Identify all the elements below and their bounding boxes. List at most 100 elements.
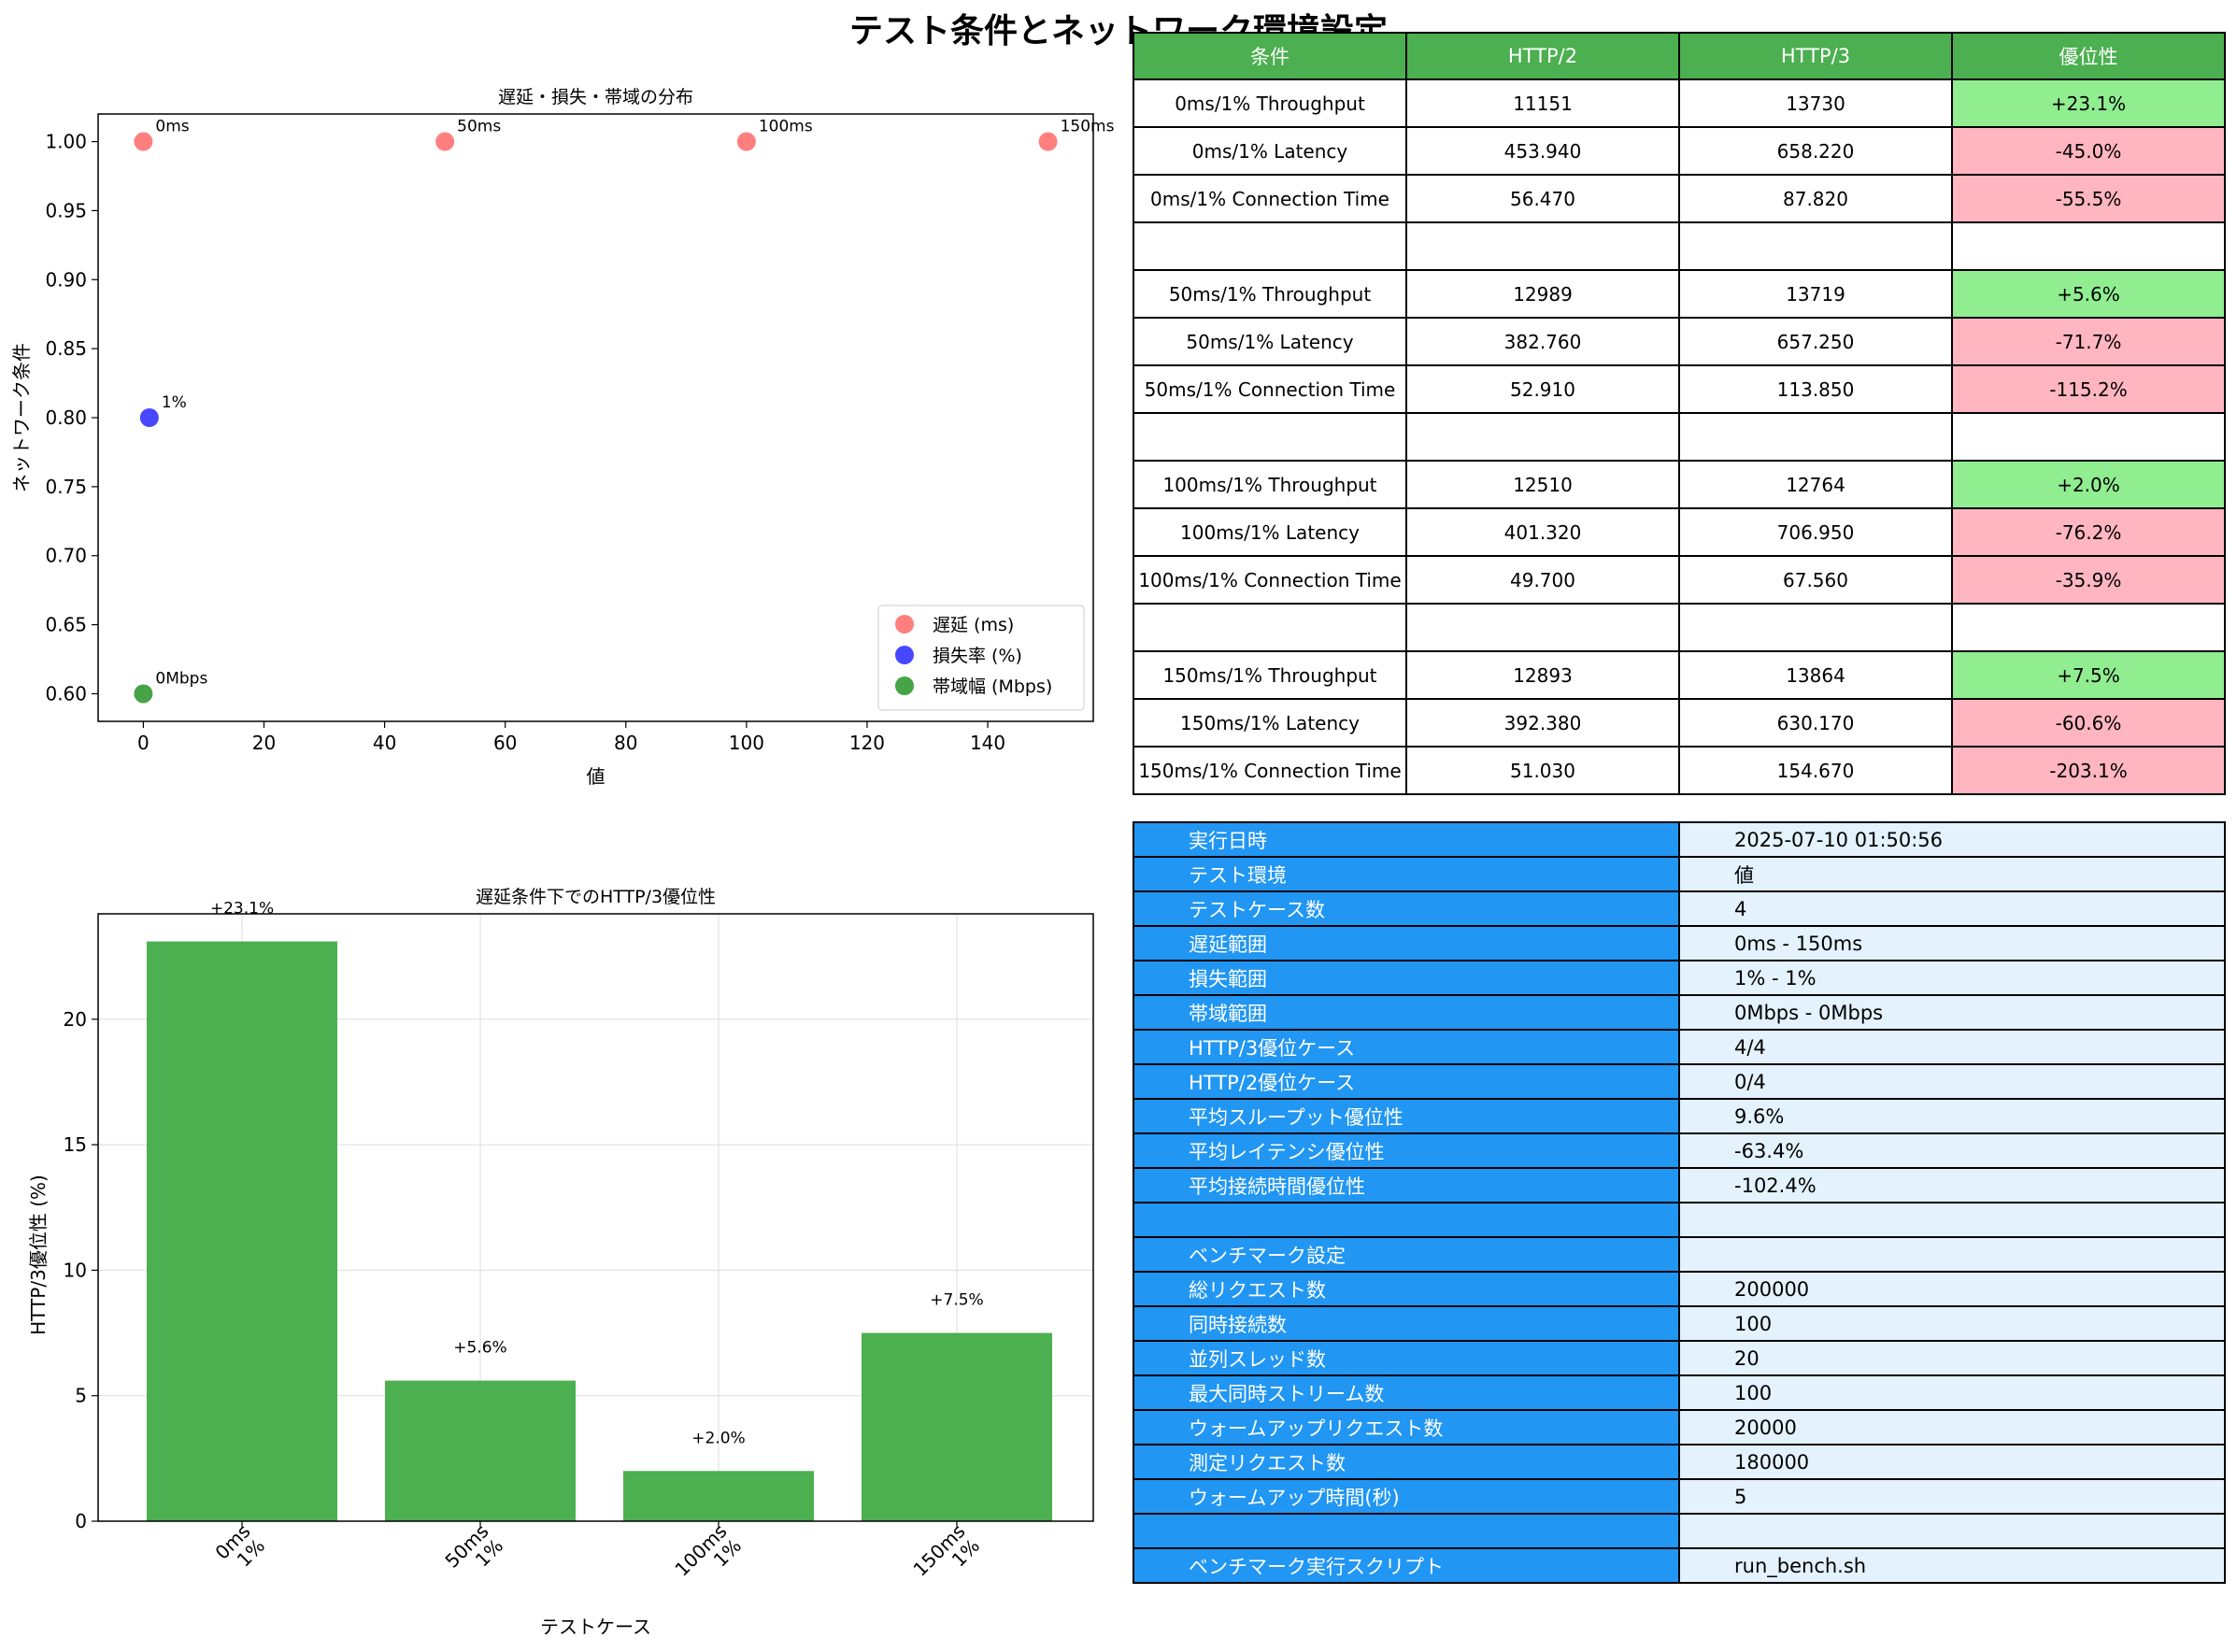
- info-value: 9.6%: [1678, 1098, 2226, 1134]
- table-cell: 706.950: [1678, 507, 1953, 557]
- advantage-cell: [1951, 603, 2226, 652]
- advantage-cell: [1951, 221, 2226, 271]
- x-tick-label: 120: [849, 732, 885, 754]
- y-tick-label: 0.75: [45, 476, 87, 498]
- info-key: ウォームアップリクエスト数: [1133, 1409, 1680, 1446]
- info-value: 200000: [1678, 1271, 2226, 1307]
- info-row: 実行日時 2025-07-10 01:50:56: [1133, 821, 2226, 858]
- legend-entry: 帯域幅 (Mbps): [933, 676, 1052, 697]
- bar: [862, 1332, 1052, 1521]
- results-header-row: 条件 HTTP/2 HTTP/3 優位性: [1133, 32, 2226, 80]
- info-key: 帯域範囲: [1133, 994, 1680, 1031]
- advantage-cell: -35.9%: [1951, 555, 2226, 605]
- bar: [623, 1471, 814, 1521]
- results-header-cell: HTTP/2: [1405, 32, 1680, 80]
- table-cell: 154.670: [1678, 746, 1953, 795]
- table-cell: [1133, 412, 1407, 462]
- info-value: 100: [1678, 1374, 2226, 1411]
- y-tick-label: 0.95: [45, 199, 87, 221]
- table-cell: 0ms/1% Latency: [1133, 126, 1407, 176]
- info-key: 平均スループット優位性: [1133, 1098, 1680, 1134]
- info-value: 0ms - 150ms: [1678, 925, 2226, 961]
- info-row: 測定リクエスト数 180000: [1133, 1444, 2226, 1480]
- info-row: テストケース数 4: [1133, 890, 2226, 927]
- results-header-cell: 優位性: [1951, 32, 2226, 80]
- bar-chart: 遅延条件下でのHTTP/3優位性 +23.1% +5.6% +2.0% +7.5% 0 5 1…: [27, 887, 1094, 1638]
- legend-marker: [895, 646, 914, 664]
- table-row: 50ms/1% Connection Time 52.910 113.850 -115…: [1133, 364, 2226, 414]
- scatter-point: [139, 408, 159, 427]
- table-cell: 453.940: [1405, 126, 1680, 176]
- info-row: 総リクエスト数 200000: [1133, 1271, 2226, 1307]
- info-row: ベンチマーク実行スクリプト run_bench.sh: [1133, 1547, 2226, 1584]
- table-cell: 0ms/1% Throughput: [1133, 78, 1407, 128]
- advantage-cell: +2.0%: [1951, 460, 2226, 509]
- y-tick-label: 15: [64, 1133, 87, 1156]
- info-row: テスト環境値: [1133, 856, 2226, 892]
- scatter-point: [435, 132, 455, 151]
- table-row: 0ms/1% Latency 453.940 658.220 -45.0%: [1133, 126, 2226, 176]
- table-cell: 51.030: [1405, 746, 1680, 795]
- table-row: 150ms/1% Latency 392.380 630.170 -60.6%: [1133, 698, 2226, 748]
- x-axis-label: 値: [587, 765, 606, 788]
- scatter-title: 遅延・損失・帯域の分布: [498, 87, 693, 107]
- info-key: 最大同時ストリーム数: [1133, 1374, 1680, 1411]
- table-row: 100ms/1% Connection Time 49.700 67.560 -35.…: [1133, 555, 2226, 605]
- table-row: 100ms/1% Latency 401.320 706.950 -76.2%: [1133, 507, 2226, 557]
- point-label: 100ms: [759, 118, 813, 136]
- table-cell: [1678, 603, 1953, 652]
- info-value: [1678, 1513, 2226, 1549]
- table-cell: 392.380: [1405, 698, 1680, 748]
- point-label: 0Mbps: [155, 669, 207, 688]
- table-cell: 13719: [1678, 269, 1953, 319]
- table-cell: 12893: [1405, 650, 1680, 700]
- table-cell: 13864: [1678, 650, 1953, 700]
- info-key: 平均レイテンシ優位性: [1133, 1132, 1680, 1169]
- table-cell: 657.250: [1678, 317, 1953, 366]
- table-row: 100ms/1% Throughput 12510 12764 +2.0%: [1133, 460, 2226, 509]
- scatter-point: [736, 132, 756, 151]
- x-tick-label: 20: [252, 732, 276, 754]
- info-row: [1133, 1202, 2226, 1238]
- point-label: 0ms: [155, 118, 189, 136]
- bar-title: 遅延条件下でのHTTP/3優位性: [476, 887, 716, 907]
- table-cell: 13730: [1678, 78, 1953, 128]
- info-row: 並列スレッド数 20: [1133, 1340, 2226, 1376]
- info-key: 同時接続数: [1133, 1305, 1680, 1342]
- info-key: HTTP/3優位ケース: [1133, 1029, 1680, 1065]
- info-key: ベンチマーク設定: [1133, 1236, 1680, 1273]
- info-row: [1133, 1513, 2226, 1549]
- x-tick-label: 140: [970, 732, 1005, 754]
- table-cell: 150ms/1% Connection Time: [1133, 746, 1407, 795]
- bar-label: +5.6%: [453, 1339, 506, 1358]
- y-tick-label: 0.60: [45, 682, 87, 705]
- advantage-cell: +7.5%: [1951, 650, 2226, 700]
- x-tick-label: 0: [137, 732, 150, 754]
- y-tick-label: 0.70: [45, 545, 87, 567]
- table-cell: [1405, 412, 1680, 462]
- info-value: 5: [1678, 1478, 2226, 1515]
- results-table: 条件 HTTP/2 HTTP/3 優位性 0ms/1% Throughput 11151…: [1133, 32, 2226, 795]
- info-row: 平均スループット優位性 9.6%: [1133, 1098, 2226, 1134]
- table-cell: [1133, 221, 1407, 271]
- table-cell: 12764: [1678, 460, 1953, 509]
- table-row: [1133, 603, 2226, 652]
- scatter-point: [134, 132, 153, 151]
- results-header-cell: HTTP/3: [1678, 32, 1953, 80]
- info-row: 損失範囲 1% - 1%: [1133, 960, 2226, 996]
- info-value: 0/4: [1678, 1063, 2226, 1100]
- info-key: 遅延範囲: [1133, 925, 1680, 961]
- table-cell: 658.220: [1678, 126, 1953, 176]
- table-cell: [1133, 603, 1407, 652]
- legend-entry: 損失率 (%): [933, 646, 1022, 666]
- table-row: 0ms/1% Throughput 11151 13730 +23.1%: [1133, 78, 2226, 128]
- y-tick-label: 0.85: [45, 337, 87, 360]
- y-tick-label: 20: [64, 1008, 87, 1031]
- table-cell: 50ms/1% Latency: [1133, 317, 1407, 366]
- x-tick-label: 60: [493, 732, 517, 754]
- point-label: 1%: [162, 393, 187, 412]
- table-cell: 100ms/1% Connection Time: [1133, 555, 1407, 605]
